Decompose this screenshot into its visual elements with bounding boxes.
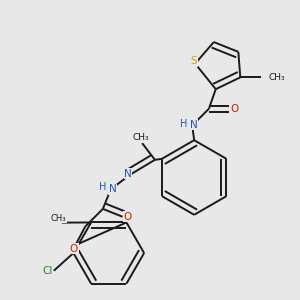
- Text: S: S: [190, 56, 197, 66]
- Text: O: O: [70, 244, 78, 254]
- Text: CH₃: CH₃: [133, 133, 149, 142]
- Text: N: N: [190, 120, 198, 130]
- Text: O: O: [230, 104, 238, 114]
- Text: CH₃: CH₃: [51, 214, 67, 223]
- Text: CH₃: CH₃: [268, 73, 285, 82]
- Text: H: H: [99, 182, 106, 193]
- Text: O: O: [124, 212, 132, 222]
- Text: Cl: Cl: [42, 266, 52, 276]
- Text: H: H: [179, 119, 187, 129]
- Text: N: N: [124, 169, 132, 179]
- Text: N: N: [109, 184, 116, 194]
